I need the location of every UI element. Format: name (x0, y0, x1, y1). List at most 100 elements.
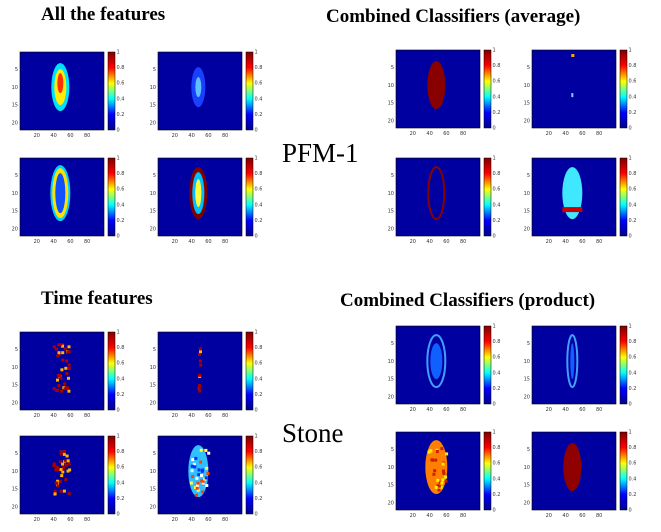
colorbar-tick-label: 0.6 (255, 361, 263, 367)
speckle (197, 473, 201, 477)
colorbar-tick-label: 0.8 (493, 445, 501, 451)
panel-svg: 5 10 15 20 20 40 60 80 1 0.8 0.6 0.4 0.2 0 (388, 156, 501, 246)
colorbar-tick-label: 0.4 (629, 476, 637, 482)
dot (571, 93, 574, 98)
x-tick-label: 60 (67, 413, 73, 419)
colorbar-tick-label: 0.6 (629, 187, 637, 193)
heatmap-combined-average-3: 5 10 15 20 20 40 60 80 1 0.8 0.6 0.4 0.2 0 (382, 154, 500, 254)
colorbar-tick-label: 1 (255, 156, 258, 162)
ring (566, 334, 579, 389)
x-tick-label: 20 (546, 239, 552, 245)
speckle (63, 382, 67, 386)
speckle (442, 472, 446, 475)
y-tick-label: 5 (527, 65, 530, 71)
blob (563, 443, 582, 492)
colorbar-tick-label: 0.2 (255, 496, 263, 502)
colorbar-tick-label: 0.2 (117, 496, 125, 502)
speckle (201, 490, 204, 494)
speckle (65, 359, 69, 363)
heatmap-all-features-4: 5 10 15 20 20 40 60 80 1 0.8 0.6 0.4 0.2 0 (144, 154, 262, 254)
speckle (63, 347, 67, 351)
colorbar-tick-label: 0.8 (629, 445, 637, 451)
colorbar (245, 157, 254, 237)
y-tick-label: 5 (15, 67, 18, 73)
y-tick-label: 15 (524, 483, 530, 489)
speckle (193, 486, 197, 490)
x-tick-label: 40 (50, 413, 56, 419)
y-tick-label: 5 (153, 451, 156, 457)
colorbar (107, 331, 116, 411)
speckle (198, 384, 201, 388)
y-tick-label: 5 (15, 173, 18, 179)
colorbar-tick-label: 0 (255, 408, 258, 414)
x-tick-label: 40 (188, 517, 194, 523)
x-tick-label: 80 (222, 239, 228, 245)
y-tick-label: 5 (527, 447, 530, 453)
speckle (60, 389, 63, 393)
y-tick-label: 10 (524, 83, 530, 89)
speckle (433, 469, 437, 473)
colorbar-tick-label: 0.6 (493, 187, 501, 193)
colorbar-tick-label: 0.8 (255, 345, 263, 351)
speckle (64, 478, 68, 482)
speckle (59, 468, 63, 472)
y-tick-label: 20 (388, 118, 394, 124)
speckle (437, 488, 441, 492)
speckle (190, 464, 194, 468)
panel-svg: 5 10 15 20 20 40 60 80 1 0.8 0.6 0.4 0.2 0 (524, 430, 637, 520)
speckle (53, 492, 57, 496)
colorbar-tick-label: 0.4 (629, 94, 637, 100)
speckle (52, 464, 56, 468)
x-tick-label: 60 (579, 131, 585, 137)
speckle (198, 347, 202, 351)
colorbar-tick-label: 0 (629, 402, 632, 408)
colorbar-tick-label: 0.8 (493, 171, 501, 177)
x-tick-label: 40 (426, 407, 432, 413)
colorbar-tick-label: 0 (629, 126, 632, 132)
heatmap-combined-product-4: 5 10 15 20 20 40 60 80 1 0.8 0.6 0.4 0.2 0 (518, 428, 636, 528)
speckle (194, 456, 198, 460)
y-tick-label: 5 (391, 447, 394, 453)
x-tick-label: 80 (460, 239, 466, 245)
speckle (204, 448, 208, 452)
x-tick-label: 40 (188, 239, 194, 245)
speckle (52, 462, 56, 466)
colorbar-tick-label: 0.6 (255, 187, 263, 193)
x-tick-label: 80 (460, 407, 466, 413)
speckle (198, 373, 201, 377)
speckle (52, 345, 56, 349)
x-tick-label: 20 (34, 133, 40, 139)
speckle (67, 462, 71, 466)
x-tick-label: 40 (562, 513, 568, 519)
colorbar-tick-label: 0.2 (255, 112, 263, 118)
x-tick-label: 20 (34, 517, 40, 523)
x-tick-label: 60 (443, 239, 449, 245)
colorbar-tick-label: 0.4 (117, 96, 125, 102)
speckle (199, 350, 202, 354)
y-tick-label: 10 (524, 191, 530, 197)
speckle (61, 344, 64, 348)
y-tick-label: 20 (388, 500, 394, 506)
speckle (201, 479, 205, 483)
speckle (437, 486, 441, 490)
y-tick-label: 15 (12, 383, 18, 389)
speckle (430, 458, 434, 462)
speckle (53, 490, 57, 493)
speckle (62, 452, 66, 456)
colorbar-tick-label: 0 (117, 128, 120, 134)
speckle (201, 468, 205, 472)
speckle (67, 492, 71, 496)
x-tick-label: 40 (426, 513, 432, 519)
colorbar-tick-label: 0.2 (117, 392, 125, 398)
speckle (62, 489, 66, 493)
speckle (190, 469, 194, 473)
colorbar-tick-label: 1 (629, 48, 632, 54)
colorbar (483, 49, 492, 129)
speckle (67, 367, 71, 370)
y-tick-label: 20 (150, 120, 156, 126)
speckle (58, 480, 62, 484)
speckle (195, 476, 199, 480)
colorbar-tick-label: 0 (255, 234, 258, 240)
x-tick-label: 60 (205, 133, 211, 139)
y-tick-label: 15 (388, 101, 394, 107)
